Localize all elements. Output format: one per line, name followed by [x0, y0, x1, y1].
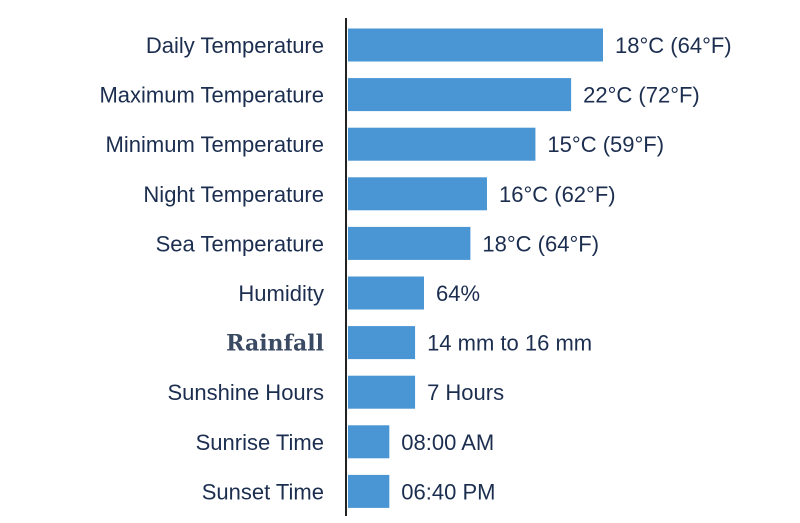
value-label: 18°C (64°F) [482, 231, 599, 256]
category-label: Sea Temperature [156, 231, 324, 256]
value-label: 22°C (72°F) [583, 83, 700, 108]
category-label: Humidity [238, 281, 324, 306]
value-label: 16°C (62°F) [499, 182, 616, 207]
category-label: Minimum Temperature [106, 132, 324, 157]
bar [348, 474, 390, 508]
value-label: 15°C (59°F) [547, 132, 664, 157]
bar [348, 375, 416, 409]
bar [348, 276, 424, 310]
category-labels: Daily Temperature Maximum Temperature Mini… [99, 33, 324, 504]
value-labels: 18°C (64°F) 22°C (72°F) 15°C (59°F) 16°C (6… [401, 33, 731, 504]
value-label: 14 mm to 16 mm [427, 331, 592, 356]
bar [348, 425, 390, 459]
category-label: Sunshine Hours [167, 380, 324, 405]
value-label: 06:40 PM [401, 479, 495, 504]
category-label: Daily Temperature [146, 33, 324, 58]
bar [348, 326, 416, 360]
category-label: Night Temperature [143, 182, 324, 207]
category-label: Sunrise Time [196, 430, 324, 455]
category-label: Rainfall [226, 331, 324, 357]
bars [348, 28, 603, 508]
bar [348, 226, 471, 260]
value-label: 08:00 AM [401, 430, 494, 455]
category-label: Sunset Time [202, 479, 324, 504]
value-label: 64% [436, 281, 480, 306]
bar [348, 127, 536, 161]
bar [348, 28, 603, 62]
value-label: 18°C (64°F) [615, 33, 732, 58]
bar [348, 78, 572, 112]
value-label: 7 Hours [427, 380, 504, 405]
bar [348, 177, 487, 211]
category-label: Maximum Temperature [99, 83, 324, 108]
